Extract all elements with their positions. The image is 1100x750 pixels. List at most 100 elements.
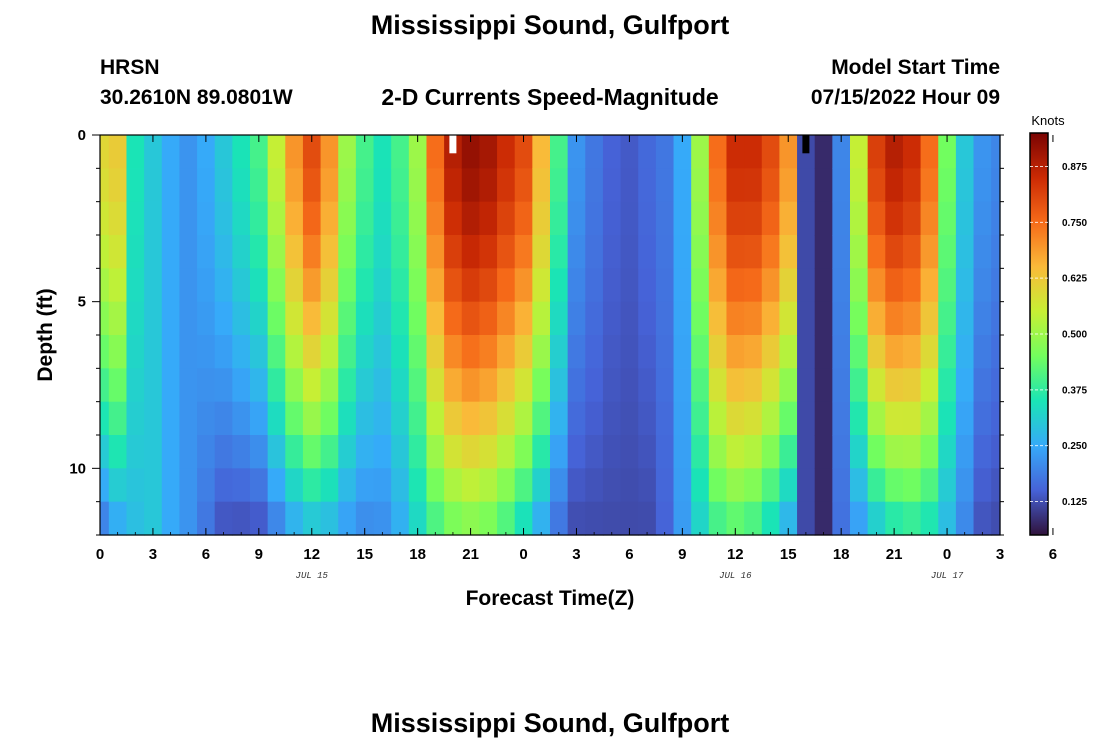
heatmap-cell [179, 501, 198, 536]
heatmap-cell [585, 501, 604, 536]
heatmap-cell [797, 235, 816, 269]
heatmap-cell [532, 168, 551, 203]
heatmap-cell [373, 301, 392, 336]
heatmap-cell [373, 235, 392, 269]
heatmap-cell [726, 235, 745, 269]
heatmap-cell [885, 235, 904, 269]
heatmap-cell [797, 401, 816, 436]
x-axis-label: Forecast Time(Z) [466, 587, 635, 610]
heatmap-cell [532, 268, 551, 303]
heatmap-cell [938, 168, 957, 203]
heatmap-cell [214, 435, 233, 469]
heatmap-cell [655, 235, 675, 269]
heatmap-cell [100, 168, 110, 203]
heatmap-cell [691, 401, 710, 436]
heatmap-cell [285, 501, 304, 536]
heatmap-cell [938, 201, 957, 236]
heatmap-cell [267, 468, 286, 503]
heatmap-cell [955, 135, 975, 169]
heatmap-cell [320, 168, 339, 203]
heatmap-cell [391, 368, 410, 403]
heatmap-cell [214, 501, 233, 536]
heatmap-cell [320, 335, 339, 369]
heatmap-cell [144, 168, 163, 203]
heatmap-cell [302, 501, 322, 536]
heatmap-cell [108, 168, 128, 203]
heatmap-cell [744, 468, 763, 503]
heatmap-cell [214, 335, 233, 369]
heatmap-cell [673, 168, 692, 203]
date-label: JUL 15 [296, 571, 329, 581]
colorbar-tick-label: 0.375 [1062, 385, 1087, 396]
heatmap-cell [867, 135, 886, 169]
heatmap-cell [691, 301, 710, 336]
colorbar: 0.125 0.250 0.375 0.500 0.625 0.750 0.875 [1029, 132, 1087, 536]
station-coordinates: 30.2610N 89.0801W [100, 86, 293, 109]
heatmap-cell [708, 235, 728, 269]
heatmap-cell [726, 335, 745, 369]
heatmap-cell [479, 301, 498, 336]
heatmap-cell [567, 468, 586, 503]
heatmap-cell [567, 501, 586, 536]
heatmap-cell [991, 401, 1001, 436]
heatmap-cell [108, 135, 128, 169]
heatmap-cell [673, 335, 692, 369]
y-tick-label: 0 [78, 127, 86, 144]
heatmap-cell [250, 468, 269, 503]
heatmap-cell [514, 301, 533, 336]
heatmap-cell [355, 401, 375, 436]
heatmap-cell [567, 135, 586, 169]
heatmap-cell [761, 368, 781, 403]
heatmap-cell [232, 201, 251, 236]
heatmap-cell [426, 468, 445, 503]
heatmap-cell [373, 268, 392, 303]
heatmap-cell [426, 135, 445, 169]
x-tick-label: 0 [519, 546, 527, 563]
heatmap-cell [779, 168, 798, 203]
heatmap-cell [885, 268, 904, 303]
heatmap-cell [761, 168, 781, 203]
heatmap-cell [302, 201, 322, 236]
heatmap-cell [514, 501, 533, 536]
heatmap-cell [655, 501, 675, 536]
heatmap-cell [355, 368, 375, 403]
heatmap-cell [761, 501, 781, 536]
heatmap-cell [320, 201, 339, 236]
y-tick-label: 5 [78, 294, 86, 311]
heatmap-cell [408, 235, 428, 269]
heatmap-cell [867, 168, 886, 203]
heatmap-cell [108, 401, 128, 436]
heatmap-cell [779, 135, 798, 169]
heatmap-cell [850, 168, 869, 203]
heatmap-cell [108, 301, 128, 336]
heatmap-cell [938, 301, 957, 336]
heatmap-cell [638, 435, 657, 469]
heatmap-cell [797, 201, 816, 236]
heatmap-cell [461, 368, 481, 403]
heatmap-cell [920, 201, 939, 236]
heatmap-cell [797, 301, 816, 336]
heatmap-cell [832, 268, 851, 303]
heatmap-cell [461, 335, 481, 369]
heatmap-cell [620, 401, 639, 436]
heatmap-cell [850, 368, 869, 403]
heatmap-cell [479, 401, 498, 436]
heatmap-cell [726, 268, 745, 303]
heatmap-cell [973, 368, 992, 403]
heatmap-cell [814, 235, 833, 269]
heatmap-cell [161, 335, 181, 369]
heatmap-cell [638, 468, 657, 503]
heatmap-cell [514, 268, 533, 303]
heatmap-cell [338, 168, 357, 203]
heatmap-cell [655, 135, 675, 169]
heatmap-cell [126, 401, 145, 436]
y-tick-label: 10 [69, 460, 86, 477]
heatmap-cell [885, 168, 904, 203]
heatmap-cell [144, 368, 163, 403]
heatmap-cell [550, 168, 569, 203]
heatmap-cell [179, 235, 198, 269]
heatmap-cell [161, 135, 181, 169]
heatmap-cell [408, 201, 428, 236]
plot-subtitle: 2-D Currents Speed-Magnitude [381, 84, 719, 110]
heatmap-cell [214, 268, 233, 303]
